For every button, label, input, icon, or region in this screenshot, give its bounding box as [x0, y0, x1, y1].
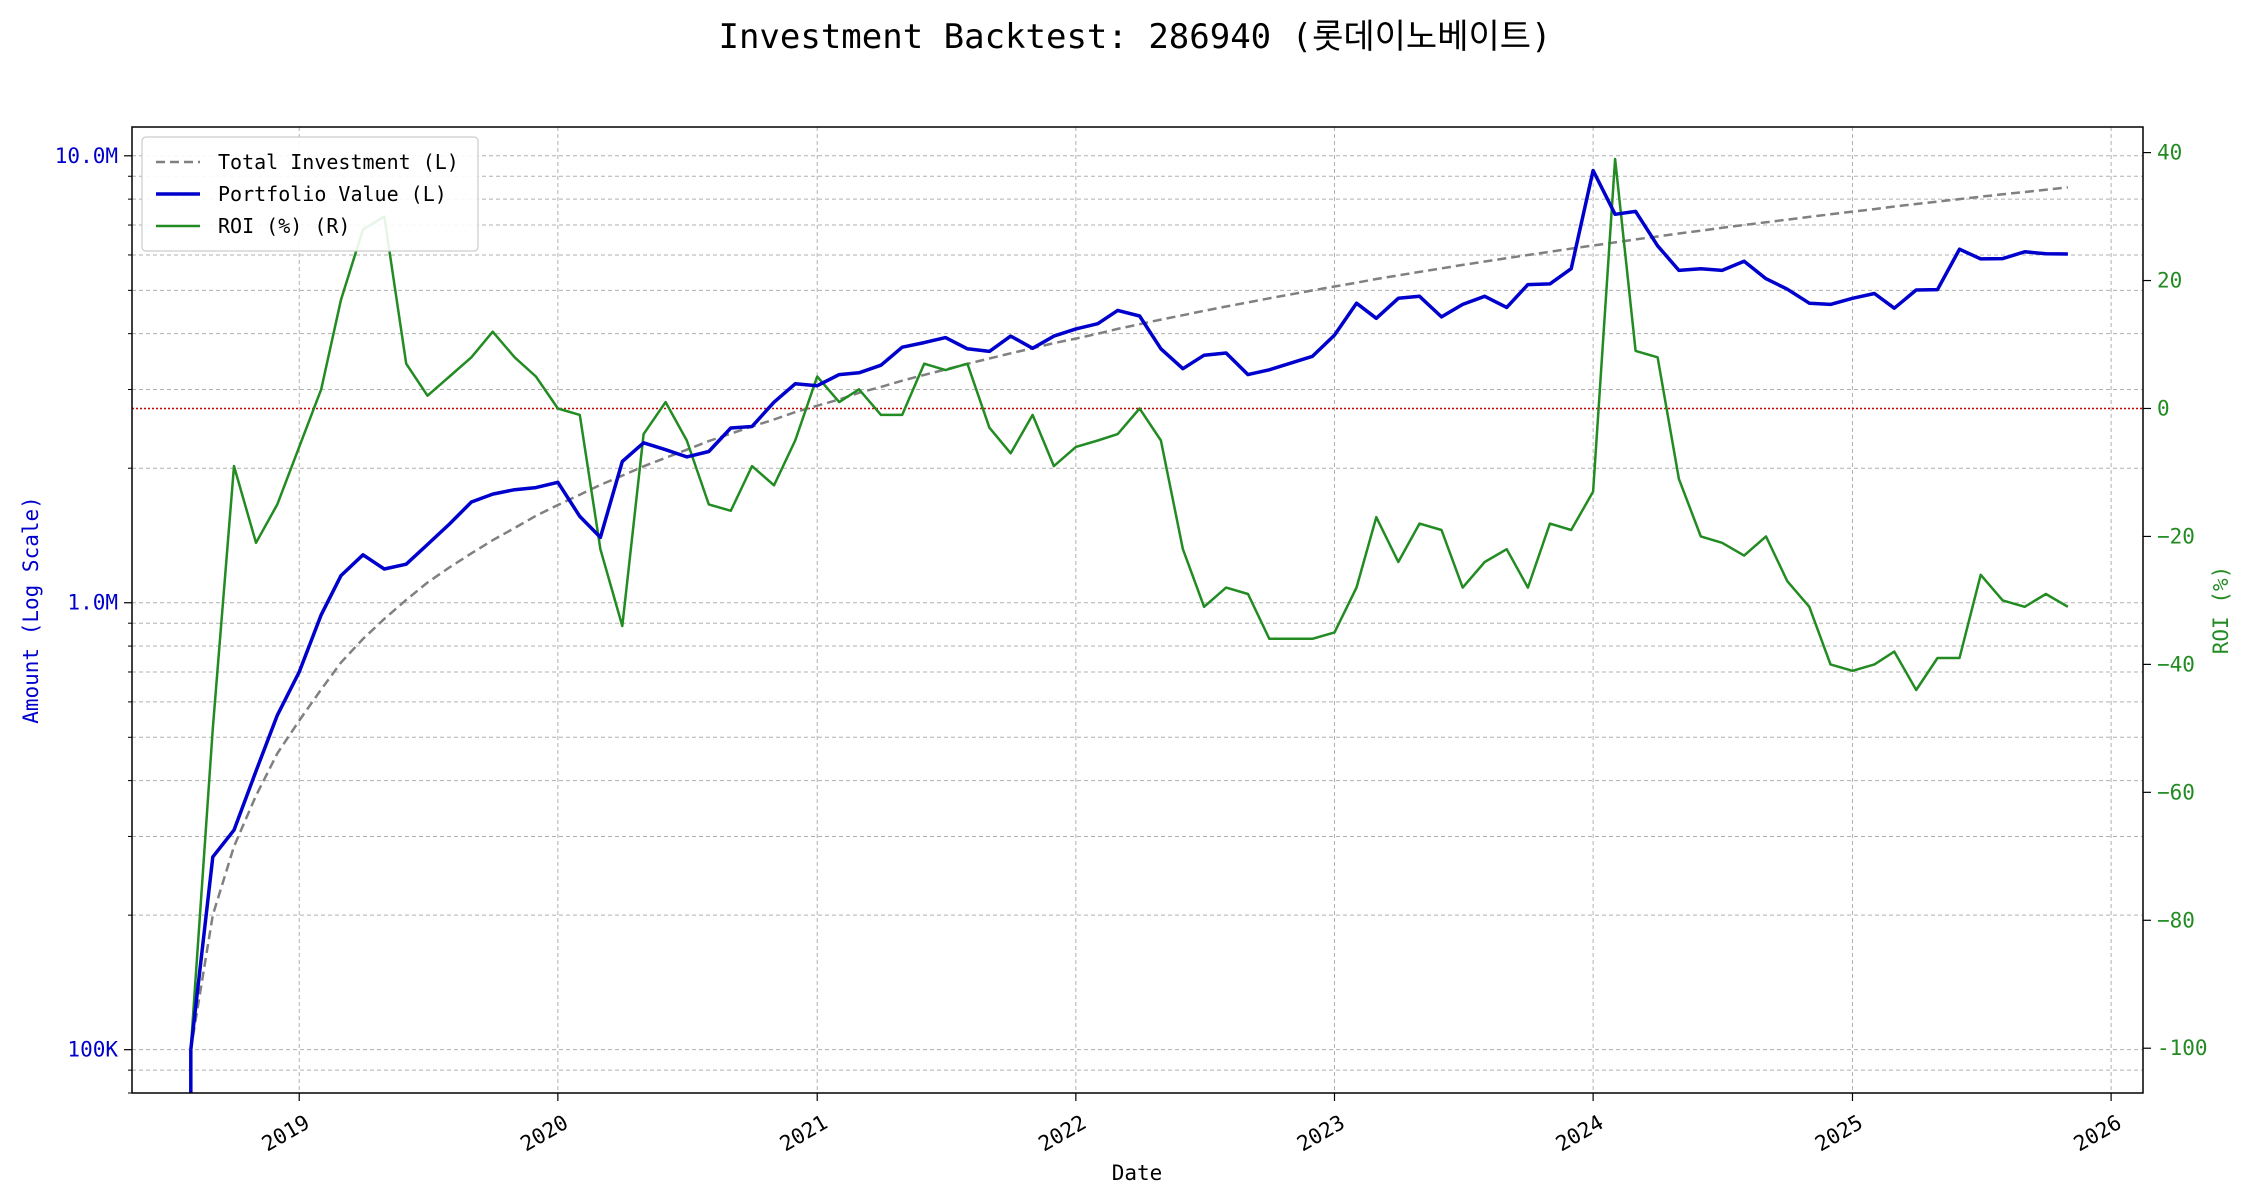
y-axis-label-left: Amount (Log Scale) [19, 496, 43, 724]
series-line-portfolio-value [189, 168, 2068, 1050]
x-tick-label: 2022 [1034, 1110, 1090, 1156]
series-line-total-investment [189, 186, 2069, 1050]
right-axis-ticks: -100 −80 −60 −40 −20 0 20 40 [2143, 141, 2208, 1060]
right-tick-label: −20 [2157, 524, 2195, 548]
y-axis-label-right: ROI (%) [2209, 566, 2233, 655]
series-layer [189, 157, 2069, 1093]
series-line-roi [189, 157, 2069, 1049]
legend-label: ROI (%) (R) [218, 214, 350, 238]
grid [132, 127, 2143, 1094]
left-tick-label: 10.0M [55, 144, 118, 168]
chart-title: Investment Backtest: 286940 (롯데이노베이트) [718, 17, 1551, 57]
x-tick-label: 2023 [1293, 1110, 1349, 1156]
legend-box [141, 136, 479, 252]
x-axis-label: Date [1112, 1161, 1163, 1185]
legend-label: Total Investment (L) [218, 150, 459, 174]
right-tick-label: 0 [2157, 396, 2170, 420]
x-tick-label: 2020 [516, 1110, 572, 1156]
x-tick-label: 2021 [776, 1110, 832, 1156]
x-tick-label: 2025 [1811, 1110, 1867, 1156]
legend: Total Investment (L) Portfolio Value (L) R… [141, 136, 479, 252]
left-tick-label: 100K [67, 1038, 118, 1062]
legend-label: Portfolio Value (L) [218, 182, 447, 206]
x-tick-label: 2024 [1552, 1110, 1608, 1156]
left-tick-label: 1.0M [67, 591, 118, 615]
right-tick-label: −40 [2157, 652, 2195, 676]
right-tick-label: 40 [2157, 141, 2182, 165]
right-tick-label: −80 [2157, 908, 2195, 932]
x-tick-label: 2019 [258, 1110, 314, 1156]
right-tick-label: -100 [2157, 1036, 2208, 1060]
x-tick-label: 2026 [2070, 1110, 2126, 1156]
right-tick-label: 20 [2157, 269, 2182, 293]
left-axis-ticks: 100K 1.0M 10.0M [55, 144, 132, 1094]
x-axis-ticks: 2019 2020 2021 2022 2023 2024 2025 2026 [258, 1093, 2126, 1156]
right-tick-label: −60 [2157, 780, 2195, 804]
plot-area [131, 126, 2144, 1094]
